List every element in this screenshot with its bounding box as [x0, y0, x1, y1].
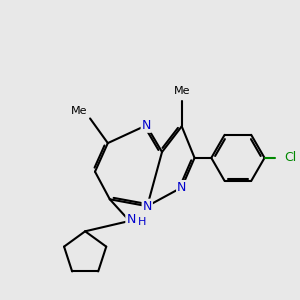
- Text: Cl: Cl: [284, 152, 297, 164]
- Text: N: N: [142, 119, 151, 132]
- Text: H: H: [138, 218, 146, 227]
- Text: Me: Me: [70, 106, 87, 116]
- Text: N: N: [142, 200, 152, 213]
- Text: Me: Me: [173, 86, 190, 96]
- Text: N: N: [126, 213, 136, 226]
- Text: N: N: [177, 181, 186, 194]
